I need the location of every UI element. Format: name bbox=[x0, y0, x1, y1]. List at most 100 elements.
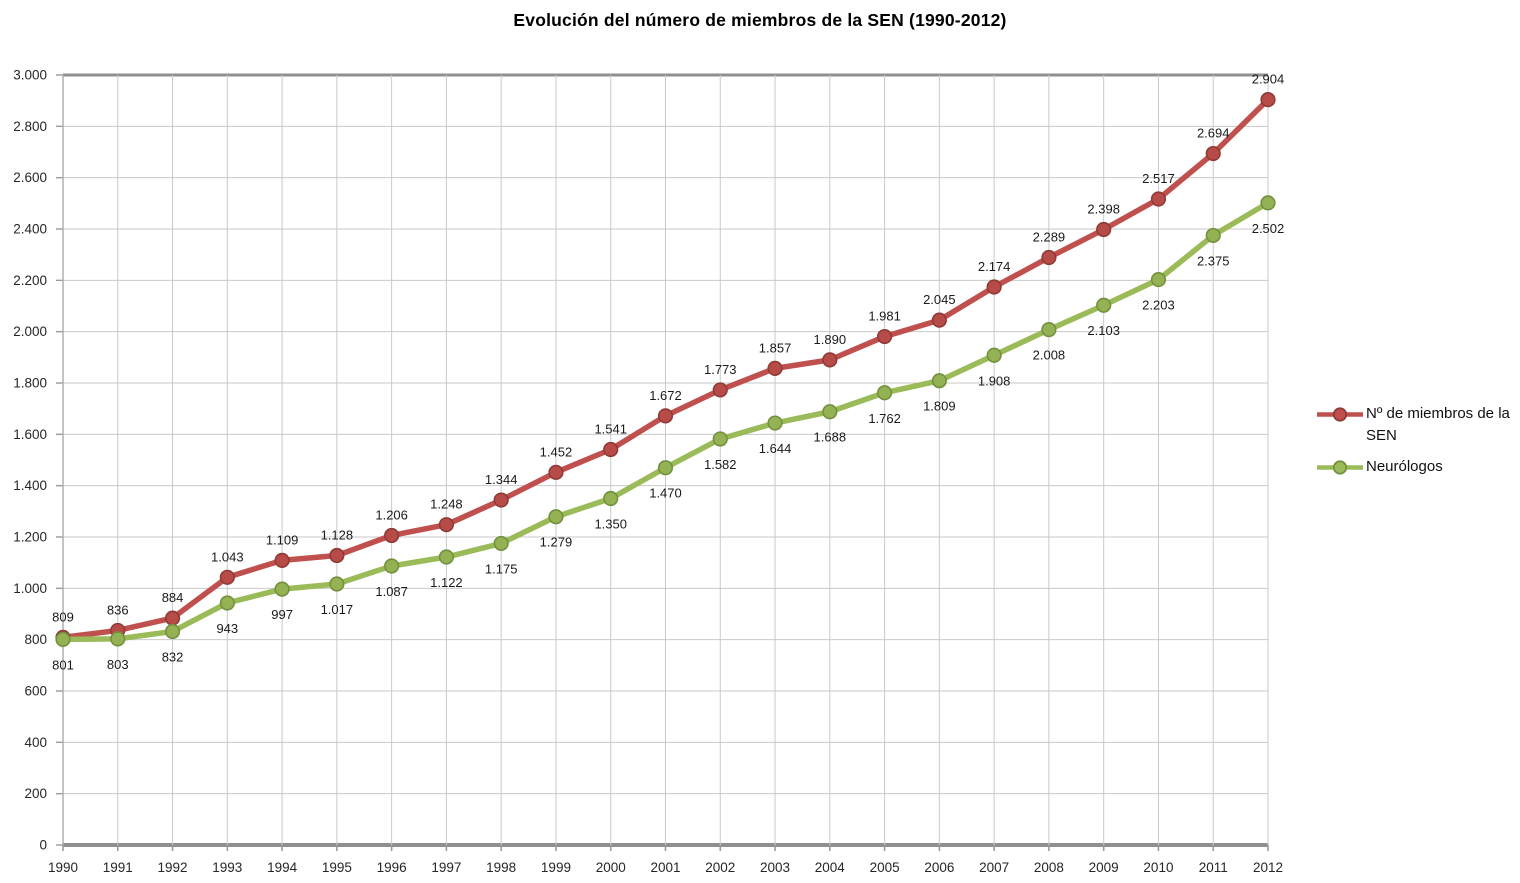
data-point-label: 1.043 bbox=[211, 549, 244, 564]
data-point-label: 1.470 bbox=[649, 486, 682, 501]
data-point-marker bbox=[931, 312, 947, 328]
data-point-label: 1.582 bbox=[704, 457, 737, 472]
x-tick-label: 1998 bbox=[486, 860, 516, 875]
data-point-label: 1.128 bbox=[321, 527, 354, 542]
data-point-label: 2.398 bbox=[1087, 202, 1120, 217]
legend-item-sen: Nº de miembros de la SEN bbox=[1316, 403, 1516, 447]
x-tick-label: 2006 bbox=[924, 860, 954, 875]
data-point-marker bbox=[657, 408, 674, 424]
data-point-label: 1.087 bbox=[375, 584, 408, 599]
data-point-marker bbox=[493, 492, 509, 508]
x-tick-label: 2009 bbox=[1089, 860, 1119, 875]
data-point-label: 2.517 bbox=[1142, 171, 1175, 186]
y-tick-label: 2.800 bbox=[13, 119, 47, 134]
data-point-marker bbox=[384, 558, 400, 574]
data-point-marker bbox=[603, 490, 619, 507]
data-point-marker bbox=[1041, 249, 1057, 266]
data-point-marker bbox=[1205, 145, 1221, 162]
data-point-marker bbox=[219, 569, 235, 585]
y-tick-label: 3.000 bbox=[13, 68, 47, 83]
data-point-marker bbox=[110, 631, 126, 647]
data-point-label: 2.289 bbox=[1033, 229, 1066, 244]
x-tick-label: 2008 bbox=[1034, 860, 1064, 875]
data-point-label: 2.375 bbox=[1197, 253, 1230, 268]
y-tick-label: 0 bbox=[39, 838, 47, 853]
x-tick-label: 2002 bbox=[705, 860, 735, 875]
legend-marker-neurologos-icon bbox=[1317, 459, 1363, 475]
data-point-label: 1.279 bbox=[540, 535, 573, 550]
data-point-label: 801 bbox=[52, 657, 74, 672]
data-point-marker bbox=[876, 328, 893, 345]
y-tick-label: 200 bbox=[24, 786, 47, 801]
x-tick-label: 2001 bbox=[650, 860, 680, 875]
data-point-label: 943 bbox=[216, 621, 238, 636]
data-point-marker bbox=[164, 623, 181, 640]
data-point-marker bbox=[329, 576, 345, 592]
data-point-label: 1.175 bbox=[485, 561, 518, 576]
y-tick-label: 1.200 bbox=[13, 530, 47, 545]
x-tick-label: 1990 bbox=[48, 860, 78, 875]
x-tick-label: 2012 bbox=[1253, 860, 1283, 875]
y-tick-label: 2.200 bbox=[13, 273, 47, 288]
data-point-label: 832 bbox=[162, 649, 184, 664]
data-point-marker bbox=[1260, 92, 1276, 108]
y-tick-label: 2.600 bbox=[13, 170, 47, 185]
x-tick-label: 2010 bbox=[1143, 860, 1173, 875]
x-tick-label: 2003 bbox=[760, 860, 790, 875]
data-point-label: 2.174 bbox=[978, 259, 1011, 274]
data-point-label: 2.694 bbox=[1197, 126, 1230, 141]
data-point-marker bbox=[329, 547, 345, 564]
data-point-label: 1.890 bbox=[814, 332, 847, 347]
y-tick-label: 600 bbox=[24, 684, 47, 699]
data-point-label: 1.688 bbox=[814, 430, 847, 445]
data-point-label: 997 bbox=[271, 607, 293, 622]
data-point-marker bbox=[767, 360, 783, 376]
y-tick-label: 800 bbox=[24, 632, 47, 647]
data-point-label: 809 bbox=[52, 609, 74, 624]
data-point-marker bbox=[55, 631, 71, 648]
data-point-label: 2.103 bbox=[1087, 323, 1120, 338]
data-point-marker bbox=[493, 535, 509, 552]
data-point-label: 1.981 bbox=[868, 309, 901, 324]
x-tick-label: 2007 bbox=[979, 860, 1009, 875]
data-point-label: 884 bbox=[162, 590, 184, 605]
data-point-label: 1.452 bbox=[540, 444, 573, 459]
y-tick-label: 400 bbox=[24, 735, 47, 750]
legend-label-sen: Nº de miembros de la SEN bbox=[1366, 405, 1510, 444]
data-point-marker bbox=[657, 460, 674, 476]
data-point-marker bbox=[712, 382, 728, 398]
data-point-label: 836 bbox=[107, 602, 129, 617]
data-point-marker bbox=[1150, 271, 1167, 288]
x-tick-label: 1999 bbox=[541, 860, 571, 875]
x-tick-label: 1992 bbox=[158, 860, 188, 875]
x-tick-label: 1997 bbox=[431, 860, 461, 875]
data-point-marker bbox=[548, 509, 564, 525]
x-tick-label: 1996 bbox=[377, 860, 407, 875]
data-point-marker bbox=[767, 415, 783, 431]
data-point-marker bbox=[1150, 191, 1167, 207]
data-point-marker bbox=[274, 552, 290, 568]
y-tick-label: 1.600 bbox=[13, 427, 47, 442]
legend-label-neurologos: Neurólogos bbox=[1366, 457, 1443, 475]
x-tick-label: 2005 bbox=[870, 860, 900, 875]
data-point-label: 803 bbox=[107, 657, 129, 672]
data-point-marker bbox=[822, 352, 838, 368]
x-tick-label: 1991 bbox=[103, 860, 133, 875]
data-point-marker bbox=[219, 595, 235, 611]
data-point-marker bbox=[876, 385, 893, 401]
data-point-marker bbox=[164, 610, 181, 626]
x-tick-label: 1993 bbox=[212, 860, 242, 875]
data-point-label: 1.541 bbox=[594, 421, 627, 436]
legend: Nº de miembros de la SEN Neurólogos bbox=[1316, 403, 1516, 477]
x-tick-label: 1994 bbox=[267, 860, 298, 875]
data-point-label: 1.809 bbox=[923, 399, 956, 414]
y-tick-label: 1.400 bbox=[13, 478, 47, 493]
data-point-label: 1.206 bbox=[375, 507, 408, 522]
data-point-marker bbox=[1205, 227, 1221, 244]
x-tick-label: 2000 bbox=[596, 860, 626, 875]
data-point-marker bbox=[548, 464, 564, 480]
data-point-label: 1.017 bbox=[321, 602, 354, 617]
data-point-label: 1.248 bbox=[430, 497, 463, 512]
